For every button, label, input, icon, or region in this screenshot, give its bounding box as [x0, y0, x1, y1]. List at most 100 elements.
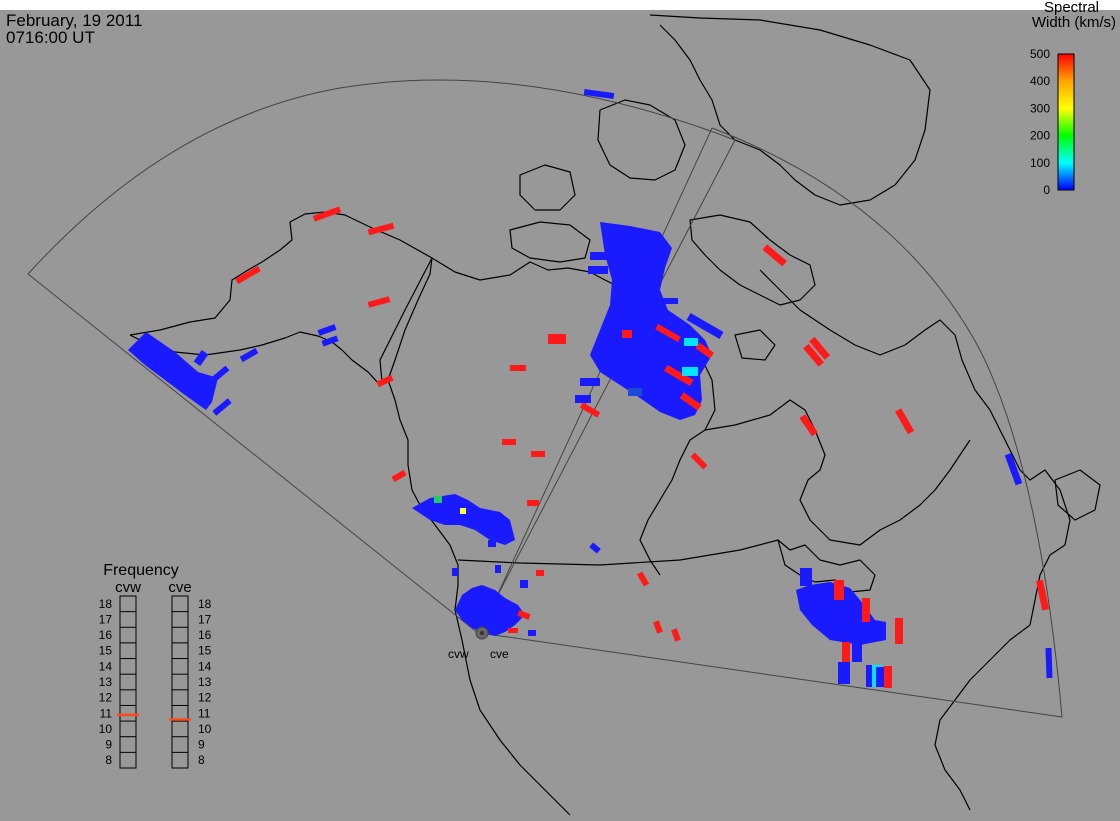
colorbar-tick-label: 500	[1030, 47, 1050, 61]
echo-cell	[628, 388, 642, 396]
coastlines	[129, 14, 1101, 816]
coastline-labrador	[759, 269, 1071, 626]
border-alaska-canada	[379, 257, 433, 383]
echo-cluster-alaska	[128, 332, 218, 410]
colorbar-title-line2: Width (km/s)	[1032, 14, 1116, 31]
radar-fov	[27, 79, 1063, 718]
colorbar-tick-label: 0	[1043, 183, 1050, 197]
colorbar-ramp	[1057, 53, 1075, 191]
colorbar-tick-label: 200	[1030, 129, 1050, 143]
echo-cell	[235, 265, 261, 285]
fov-cve	[479, 127, 1063, 718]
echo-cell	[834, 580, 844, 600]
coastline-greenland	[649, 14, 931, 206]
echo-cell	[1035, 579, 1050, 611]
frequency-tick-label: 15	[99, 644, 113, 658]
echo-cluster-bc	[412, 494, 515, 545]
echo-cell	[502, 439, 516, 445]
echo-cell	[622, 330, 632, 338]
frequency-tick-label: 11	[198, 706, 211, 720]
echo-cell	[809, 336, 831, 360]
echo-cell	[803, 343, 825, 367]
echo-cell	[895, 618, 903, 644]
echo-cell	[762, 244, 787, 267]
frequency-tick-label: 17	[198, 612, 212, 626]
site-label-cvw: cvw	[448, 647, 469, 661]
echo-cell	[460, 508, 466, 514]
echo-cell	[1004, 452, 1023, 486]
frequency-panel: Frequency cvw cve 1817161514131211109818…	[99, 562, 212, 769]
echo-cell	[391, 469, 407, 483]
echo-cell	[682, 367, 698, 376]
island-southampton	[734, 329, 776, 361]
frequency-tick-label: 16	[99, 628, 113, 642]
echo-cell	[686, 313, 724, 339]
echo-cell	[884, 666, 892, 688]
frequency-tick-label: 10	[99, 722, 113, 736]
island-newfoundland	[1054, 469, 1101, 521]
echo-cell	[866, 665, 874, 687]
echo-cell	[590, 252, 608, 260]
frequency-tick-label: 10	[198, 722, 212, 736]
island-banks	[519, 164, 576, 211]
colorbar-tick-label: 400	[1030, 74, 1050, 88]
echo-cell	[690, 452, 708, 470]
date-label: February, 19 2011	[6, 11, 143, 30]
echo-cell	[876, 667, 886, 687]
echo-cell	[367, 296, 391, 308]
echo-cell	[588, 266, 608, 274]
echo-cell	[488, 540, 496, 547]
echo-cell	[452, 568, 458, 576]
frequency-tick-label: 8	[105, 753, 112, 767]
echo-cell	[671, 628, 681, 642]
echo-cell	[695, 342, 715, 359]
echo-cell	[367, 222, 395, 236]
echo-cell	[583, 88, 615, 100]
echo-cell	[580, 378, 600, 386]
frequency-tick-label: 13	[99, 675, 113, 689]
echo-cell	[852, 640, 862, 662]
echo-cell	[548, 334, 566, 344]
echo-cell	[510, 365, 526, 371]
scatter-echoes	[128, 88, 1053, 688]
echo-cell	[842, 642, 850, 662]
frequency-gauge-cve	[171, 595, 189, 769]
frequency-tick-label: 14	[198, 659, 212, 673]
frequency-tick-label: 15	[198, 644, 212, 658]
colorbar-ticks: 500 400 300 200 100 0	[1030, 47, 1050, 197]
frequency-tick-label: 8	[198, 753, 205, 767]
colorbar-tick-label: 300	[1030, 101, 1050, 115]
echo-cell	[434, 496, 442, 503]
frequency-tick-label: 17	[99, 612, 113, 626]
echo-cell	[579, 402, 601, 418]
echo-cell	[520, 580, 528, 588]
coastline-hudson-bay	[704, 399, 971, 546]
frequency-tick-label: 12	[198, 691, 212, 705]
echo-cell	[376, 374, 394, 388]
coastline-aleutians	[129, 331, 381, 386]
echo-cluster-near-radar	[455, 585, 525, 636]
frequency-tick-label: 9	[198, 738, 205, 752]
echo-cell	[527, 500, 539, 506]
echo-cell	[655, 323, 681, 343]
echo-cell	[684, 338, 698, 346]
echo-cell	[653, 620, 663, 634]
radar-sites: cvw cve	[448, 626, 509, 661]
frequency-radar-cvw: cvw	[115, 579, 141, 596]
echo-cell	[536, 570, 544, 576]
echo-cell	[664, 364, 694, 386]
frequency-tick-label: 12	[99, 691, 113, 705]
top-white-strip	[0, 0, 1120, 10]
colorbar: Spectral Width (km/s) 500 400 300 200 100 0	[1030, 0, 1116, 197]
island-victoria	[509, 221, 591, 263]
echo-cell	[575, 395, 591, 403]
frequency-radar-cve: cve	[168, 579, 191, 596]
radar-site-dot	[480, 631, 484, 635]
frequency-tick-label: 9	[105, 738, 112, 752]
echo-cell	[800, 568, 812, 586]
echo-cell	[239, 347, 259, 363]
echo-cell	[321, 335, 339, 347]
